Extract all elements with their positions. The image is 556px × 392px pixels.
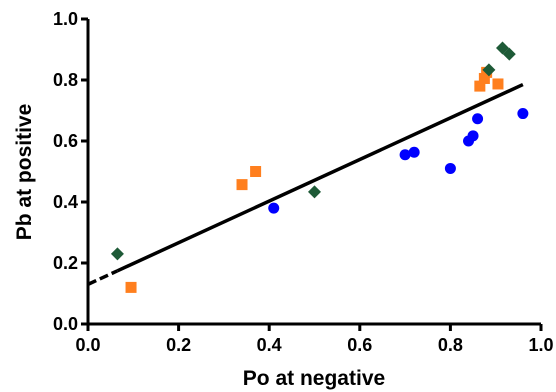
circle-point — [467, 130, 479, 142]
x-tick-label: 1.0 — [528, 335, 553, 355]
y-tick-label: 0.8 — [53, 70, 78, 90]
diamond-point — [110, 247, 124, 261]
circle-point — [472, 113, 484, 125]
x-tick-label: 0.2 — [166, 335, 191, 355]
x-tick-label: 0.0 — [75, 335, 100, 355]
data-points-group — [110, 41, 529, 293]
y-tick-label: 0.4 — [53, 192, 78, 212]
square-point — [250, 166, 262, 177]
circle-point — [408, 146, 420, 158]
circle-point — [268, 202, 280, 214]
square-point — [236, 179, 248, 191]
x-tick-group: 0.0 0.2 0.4 0.6 0.8 1.0 — [75, 324, 554, 355]
square-point — [478, 72, 490, 84]
regression-line-group — [87, 82, 524, 286]
square-point — [474, 80, 486, 92]
y-tick-label: 0.6 — [53, 131, 78, 151]
y-tick-group: 0.0 0.2 0.4 0.6 0.8 1.0 — [53, 9, 88, 334]
diamond-point — [502, 47, 516, 61]
x-axis-title: Po at negative — [243, 367, 385, 390]
y-tick-label: 0.2 — [53, 253, 78, 273]
diamond-point — [308, 185, 321, 199]
circle-point — [517, 108, 529, 120]
square-point — [125, 281, 137, 293]
x-tick-label: 0.4 — [257, 335, 282, 355]
diamond-point — [482, 63, 496, 77]
x-tick-label: 0.6 — [347, 335, 372, 355]
y-axis-title: Pb at positive — [13, 104, 36, 241]
y-tick-label: 1.0 — [53, 9, 78, 29]
y-tick-label: 0.0 — [53, 314, 78, 334]
square-point — [492, 78, 504, 90]
regression-line-dashed — [87, 269, 119, 286]
x-tick-label: 0.8 — [438, 335, 463, 355]
circle-point — [444, 162, 456, 174]
regression-line — [116, 82, 524, 273]
circle-point — [399, 149, 411, 161]
